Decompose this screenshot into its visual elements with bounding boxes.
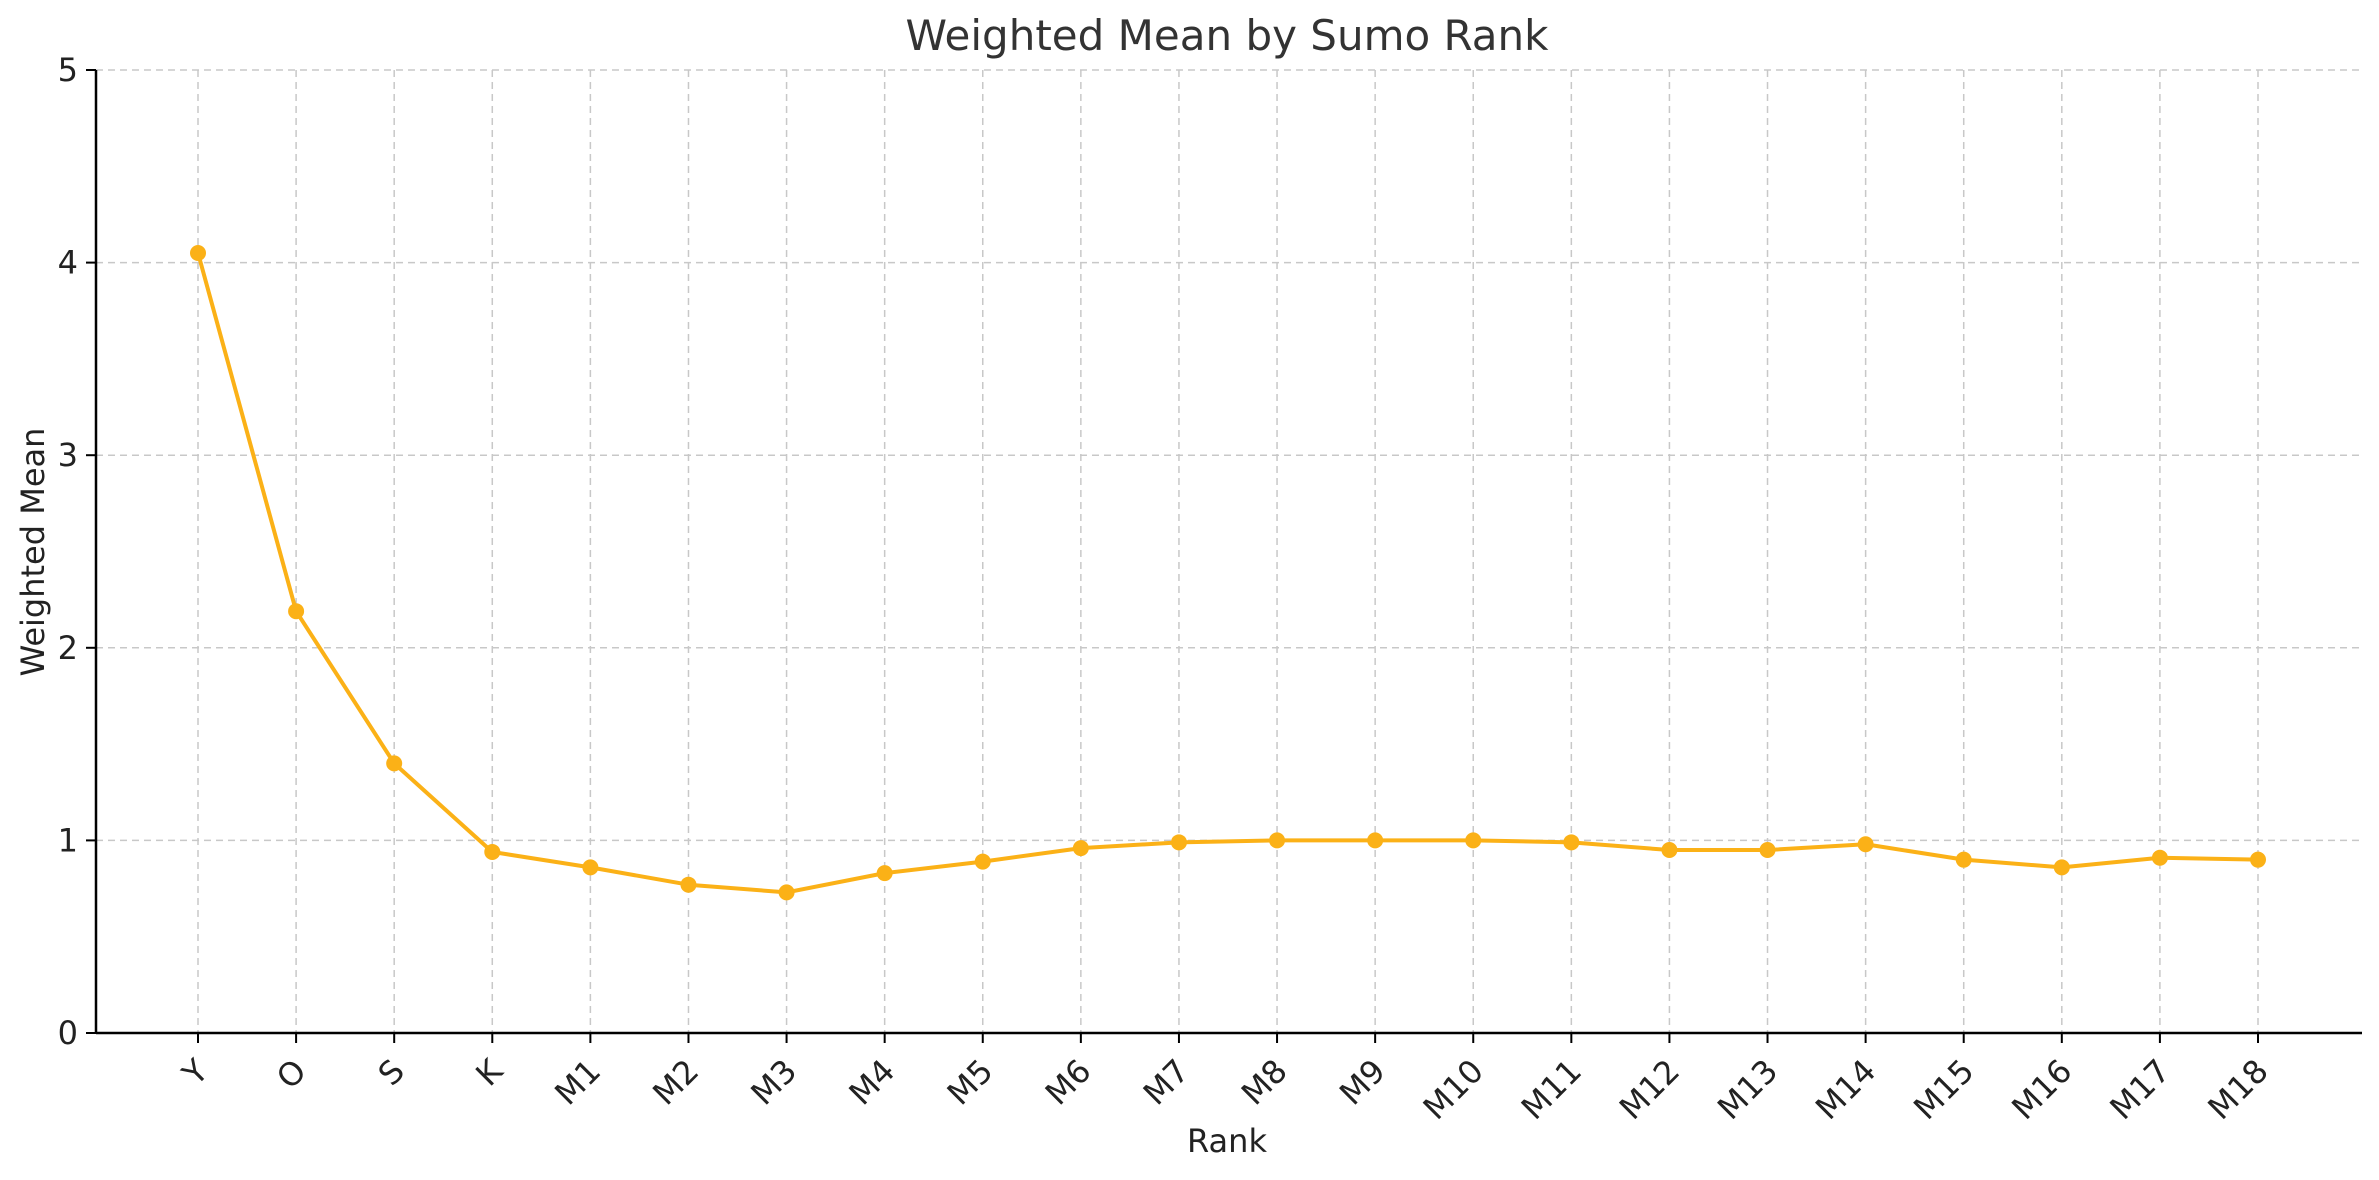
data-point — [1269, 832, 1286, 849]
x-tick-label: S — [371, 1052, 412, 1093]
data-point — [190, 244, 206, 261]
series — [190, 244, 2266, 901]
x-tick-label: M18 — [2200, 1052, 2275, 1127]
y-tick-label: 3 — [58, 436, 78, 474]
x-tick-label: M6 — [1038, 1052, 1099, 1113]
data-point — [1955, 851, 1972, 868]
y-tick-label: 2 — [58, 629, 78, 667]
data-point — [1465, 832, 1482, 849]
data-point — [1170, 834, 1187, 851]
y-axis-label: Weighted Mean — [14, 428, 52, 677]
data-point — [1661, 842, 1678, 859]
data-point — [876, 865, 893, 882]
x-tick-label: M5 — [940, 1052, 1001, 1113]
x-tick-label: M16 — [2004, 1052, 2079, 1127]
x-tick-label: M4 — [842, 1052, 903, 1113]
x-tick-label: Y — [174, 1051, 216, 1093]
x-tick-label: M2 — [645, 1052, 706, 1113]
y-tick-label: 0 — [58, 1014, 78, 1052]
x-tick-label: M1 — [547, 1052, 608, 1113]
data-point — [1759, 842, 1776, 859]
data-point — [2250, 851, 2266, 868]
data-point — [288, 603, 305, 620]
x-tick-label: M9 — [1332, 1052, 1393, 1113]
x-tick-label: M3 — [743, 1052, 804, 1113]
x-axis-label: Rank — [1187, 1122, 1267, 1160]
data-point — [974, 853, 991, 870]
x-tick-label: M11 — [1514, 1052, 1589, 1127]
x-tick-label: M12 — [1612, 1052, 1687, 1127]
x-tick-label: M7 — [1136, 1052, 1197, 1113]
y-tick-label: 1 — [58, 821, 78, 859]
x-tick-label: M13 — [1710, 1052, 1785, 1127]
x-tick-label: M10 — [1416, 1052, 1491, 1127]
data-point — [1367, 832, 1384, 849]
x-tick-label: M8 — [1234, 1052, 1295, 1113]
data-point — [582, 859, 599, 876]
y-tick-label: 5 — [58, 51, 78, 89]
y-tick-label: 4 — [58, 244, 78, 282]
data-point — [680, 876, 697, 893]
axes — [94, 70, 2362, 1035]
x-tick-label: K — [468, 1051, 510, 1093]
data-point — [1857, 836, 1874, 853]
x-tick-label: M17 — [2102, 1052, 2177, 1127]
chart-title: Weighted Mean by Sumo Rank — [905, 11, 1549, 60]
x-tick-label: M14 — [1808, 1052, 1883, 1127]
data-point — [1563, 834, 1580, 851]
data-point — [386, 755, 403, 772]
data-point — [778, 884, 795, 901]
series-line — [196, 252, 2259, 895]
y-ticks: 0 1 2 3 4 5 — [58, 51, 96, 1052]
x-tick-label: M15 — [1906, 1052, 1981, 1127]
x-ticks: Y O S K M1 M2 M3 M4 M5 M6 M7 M8 M9 M10 M11 M12 M13 M14 M15… — [174, 1033, 2276, 1127]
data-point — [1072, 840, 1089, 857]
data-point — [2053, 859, 2070, 876]
data-point — [484, 843, 501, 860]
data-point — [2151, 849, 2168, 866]
grid — [96, 69, 2362, 1034]
x-tick-label: O — [269, 1052, 314, 1097]
